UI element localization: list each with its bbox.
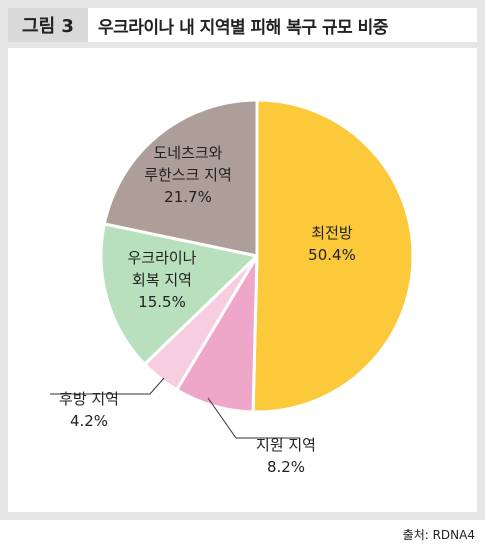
leader-line-후방-지역 <box>50 377 165 395</box>
pie-slice-도네츠크와-루한스크-지역 <box>102 98 259 258</box>
slice-label-지원-지역: 지원 지역 <box>256 436 316 454</box>
slice-value-우크라이나-회복-지역: 15.5% <box>138 293 186 311</box>
pie-slice-최전방 <box>251 98 415 414</box>
slice-value-지원-지역: 8.2% <box>267 458 305 476</box>
slice-value-최전방: 50.4% <box>308 246 356 264</box>
leader-line-지원-지역 <box>207 397 300 439</box>
slice-value-도네츠크와-루한스크-지역: 21.7% <box>164 188 212 206</box>
pie-slices <box>99 98 415 414</box>
slice-label-도네츠크와-루한스크-지역: 도네츠크와 <box>153 144 222 162</box>
figure-title: 우크라이나 내 지역별 피해 복구 규모 비중 <box>98 17 388 38</box>
slice-label-우크라이나-회복-지역: 회복 지역 <box>132 271 192 289</box>
slice-label-도네츠크와-루한스크-지역: 루한스크 지역 <box>144 166 232 184</box>
source-note: 출처: RDNA4 <box>402 528 475 542</box>
slice-label-최전방: 최전방 <box>311 224 353 242</box>
slice-label-우크라이나-회복-지역: 우크라이나 <box>127 249 196 267</box>
slice-value-후방-지역: 4.2% <box>70 412 108 430</box>
leader-lines <box>50 377 300 439</box>
pie-slice-우크라이나-회복-지역 <box>99 222 259 366</box>
figure-number: 그림 3 <box>8 8 88 42</box>
slice-label-후방-지역: 후방 지역 <box>59 390 119 408</box>
